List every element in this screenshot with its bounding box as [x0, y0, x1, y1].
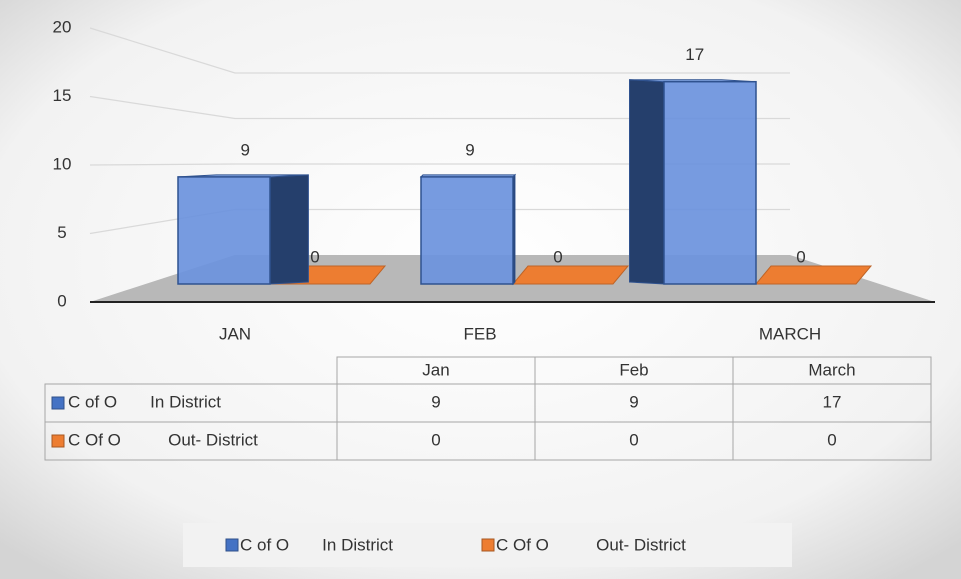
y-tick-label: 0	[57, 291, 66, 310]
bar	[177, 176, 271, 285]
bar	[511, 265, 630, 285]
table-cell: 0	[431, 430, 440, 449]
table-cell: 9	[629, 392, 638, 411]
legend-swatch	[481, 538, 495, 552]
value-label: 0	[553, 247, 562, 266]
y-tick-label: 20	[53, 17, 72, 36]
table-cell: 9	[431, 392, 440, 411]
table-column-label: Feb	[619, 360, 648, 379]
grid-line	[89, 27, 790, 74]
bar-side	[629, 79, 665, 285]
value-label: 17	[685, 45, 704, 64]
table-column-label: March	[808, 360, 855, 379]
value-label: 9	[465, 140, 474, 159]
legend-swatch	[225, 538, 239, 552]
legend-label: C Of O Out- District	[496, 535, 686, 554]
x-tick-label: MARCH	[759, 324, 821, 343]
table-cell: 0	[827, 430, 836, 449]
value-label: 0	[796, 247, 805, 266]
legend-label: C of O In District	[240, 535, 393, 554]
value-label: 0	[310, 247, 319, 266]
grid-line	[89, 163, 790, 166]
y-tick-label: 10	[53, 154, 72, 173]
bar	[754, 265, 873, 285]
table-row-label: C of O In District	[68, 392, 221, 411]
x-tick-label: FEB	[463, 324, 496, 343]
value-label: 9	[240, 140, 249, 159]
bar-side	[269, 174, 309, 285]
table-row-label: C Of O Out- District	[68, 430, 258, 449]
bar	[663, 80, 757, 285]
table-column-label: Jan	[422, 360, 449, 379]
x-tick-label: JAN	[219, 324, 251, 343]
grid-line	[89, 95, 790, 120]
legend-swatch	[51, 434, 65, 448]
table-cell: 17	[823, 392, 842, 411]
bar	[420, 176, 514, 285]
y-tick-label: 15	[53, 86, 72, 105]
legend-swatch	[51, 396, 65, 410]
y-tick-label: 5	[57, 223, 66, 242]
table-cell: 0	[629, 430, 638, 449]
